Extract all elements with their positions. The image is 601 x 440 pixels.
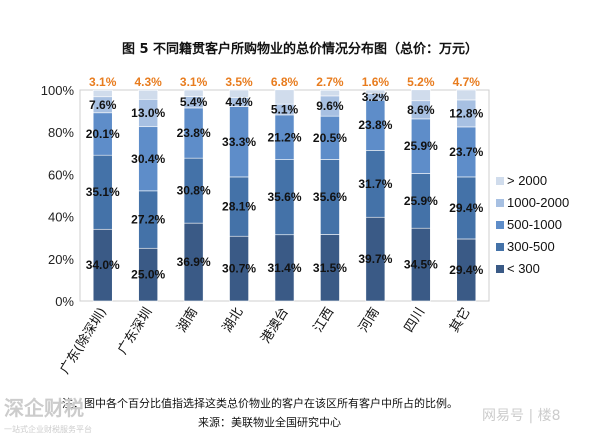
x-tick-label: 其它: [446, 305, 473, 336]
y-tick-label: 60%: [48, 167, 74, 182]
data-label: 3.1%: [89, 75, 117, 89]
bar-segment: [456, 89, 477, 101]
data-label: 31.4%: [267, 261, 301, 275]
data-label: 34.5%: [404, 258, 438, 272]
bar-segment: [138, 89, 159, 100]
legend-swatch: [496, 243, 504, 251]
data-label: 36.9%: [177, 255, 211, 269]
legend-label: < 300: [507, 261, 540, 276]
source-note: 来源：美联物业全国研究中心: [198, 415, 341, 429]
plot-area: 0% 20% 40% 60% 80% 100% 34.0% 35.1% 20.1% 7.6% 3.1…: [41, 75, 490, 377]
data-label: 4.7%: [453, 75, 481, 89]
x-tick-label: 湖南: [174, 305, 201, 336]
bar-segment: [183, 89, 204, 97]
data-label: 4.4%: [225, 95, 253, 109]
data-label: 30.7%: [222, 262, 256, 276]
legend-label: > 2000: [507, 173, 547, 188]
data-label: 4.3%: [134, 75, 162, 89]
data-label: 31.7%: [358, 177, 392, 191]
legend-swatch: [496, 177, 504, 185]
data-label: 5.2%: [407, 75, 435, 89]
data-label: 25.0%: [131, 268, 165, 282]
data-label: 29.4%: [449, 201, 483, 215]
data-label: 21.2%: [267, 130, 301, 144]
data-label: 35.6%: [267, 190, 301, 204]
x-tick-label: 港澳台: [258, 305, 292, 347]
data-label: 34.0%: [86, 258, 120, 272]
data-label: 1.6%: [362, 75, 390, 89]
legend-label: 300-500: [507, 239, 555, 254]
chart-title: 图 5 不同籍贯客户所购物业的总价情况分布图（总价：万元）: [122, 41, 478, 57]
data-label: 30.4%: [131, 152, 165, 166]
y-tick-label: 0%: [55, 294, 74, 309]
data-label: 20.1%: [86, 127, 120, 141]
y-tick-label: 20%: [48, 252, 74, 267]
legend-label: 1000-2000: [507, 195, 569, 210]
data-label: 23.8%: [358, 118, 392, 132]
data-label: 29.4%: [449, 263, 483, 277]
data-label: 7.6%: [89, 98, 117, 112]
bar-segment: [229, 89, 249, 98]
bar-segment: [410, 89, 431, 102]
data-label: 9.6%: [316, 99, 344, 113]
data-label: 5.4%: [180, 95, 208, 109]
x-tick-label: 广东(除深圳): [58, 305, 111, 377]
data-label: 31.5%: [313, 261, 347, 275]
data-label: 2.7%: [316, 75, 344, 89]
y-tick-label: 80%: [48, 125, 74, 140]
data-label: 35.1%: [86, 185, 120, 199]
data-label: 28.1%: [222, 200, 256, 214]
data-label: 12.8%: [449, 106, 483, 120]
x-tick-label: 江西: [311, 305, 338, 335]
data-label: 20.5%: [313, 131, 347, 145]
data-label: 25.9%: [404, 194, 438, 208]
x-tick-label: 河南: [355, 305, 382, 336]
watermark-left-sub: 一站式企业财税服务平台: [4, 424, 92, 434]
data-label: 8.6%: [407, 103, 435, 117]
data-label: 6.8%: [271, 75, 299, 89]
legend-swatch: [496, 221, 504, 229]
data-label: 3.1%: [180, 75, 208, 89]
bar-segment: [320, 89, 340, 97]
data-label: 39.7%: [358, 252, 392, 266]
y-tick-label: 100%: [41, 83, 75, 98]
data-label: 35.6%: [313, 190, 347, 204]
data-label: 27.2%: [131, 213, 165, 227]
data-label: 5.1%: [271, 103, 299, 117]
data-label: 30.8%: [177, 184, 211, 198]
data-label: 13.0%: [131, 106, 165, 120]
footnote: 注：图中各个百分比值指选择这类总价物业的客户在该区所有客户中所占的比例。: [62, 396, 458, 410]
bar-segment: [365, 89, 386, 94]
legend-swatch: [496, 199, 504, 207]
y-tick-label: 40%: [48, 210, 74, 225]
legend-swatch: [496, 265, 504, 273]
x-tick-label: 广东深圳: [115, 305, 155, 357]
data-label: 25.9%: [404, 139, 438, 153]
data-label: 23.7%: [449, 145, 483, 159]
watermark-left: 深企财税: [4, 396, 84, 420]
data-label: 33.3%: [222, 135, 256, 149]
bar-segment: [92, 89, 113, 98]
legend-label: 500-1000: [507, 217, 562, 232]
bar-segment: [274, 89, 295, 105]
x-tick-label: 湖北: [220, 305, 247, 335]
data-label: 3.5%: [225, 75, 253, 89]
data-label: 23.8%: [177, 126, 211, 140]
x-tick-label: 四川: [402, 305, 429, 335]
legend: > 2000 1000-2000 500-1000 300-500 < 300: [496, 173, 569, 276]
watermark-right: 网易号 | 楼8: [482, 408, 561, 424]
